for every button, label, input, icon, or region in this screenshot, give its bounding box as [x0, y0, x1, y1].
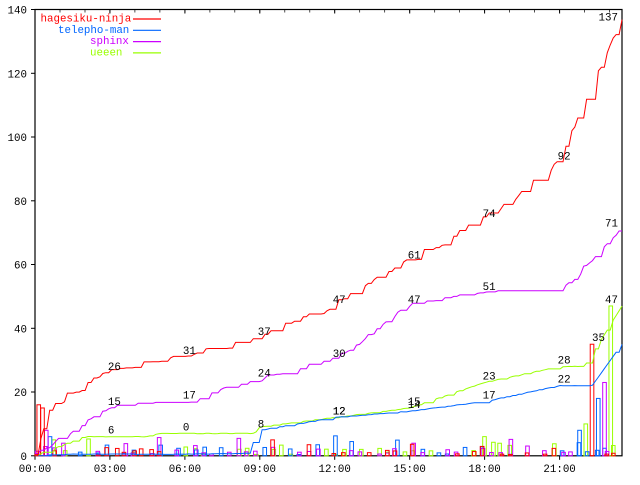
svg-text:06:00: 06:00	[169, 464, 201, 476]
svg-text:80: 80	[14, 197, 27, 209]
svg-text:74: 74	[483, 209, 496, 221]
svg-text:03:00: 03:00	[94, 464, 126, 476]
svg-text:47: 47	[333, 295, 346, 307]
svg-text:40: 40	[14, 324, 27, 336]
svg-text:00:00: 00:00	[19, 464, 51, 476]
svg-text:ueeen: ueeen	[90, 47, 122, 59]
svg-text:hagesiku-ninja: hagesiku-ninja	[41, 14, 132, 26]
svg-text:30: 30	[333, 349, 346, 361]
svg-text:47: 47	[605, 295, 618, 307]
svg-text:sphinx: sphinx	[90, 36, 129, 48]
svg-text:15: 15	[408, 397, 421, 409]
svg-text:100: 100	[8, 133, 27, 145]
svg-text:71: 71	[605, 219, 618, 231]
svg-text:0: 0	[21, 452, 27, 464]
svg-text:37: 37	[258, 327, 271, 339]
svg-text:0: 0	[183, 423, 189, 435]
svg-text:17: 17	[183, 391, 196, 403]
svg-text:61: 61	[408, 250, 421, 262]
svg-text:23: 23	[483, 372, 496, 384]
svg-text:24: 24	[258, 368, 271, 380]
svg-text:6: 6	[108, 426, 114, 438]
svg-text:137: 137	[599, 13, 618, 25]
svg-text:60: 60	[14, 261, 27, 273]
svg-text:12: 12	[333, 407, 346, 419]
svg-text:35: 35	[592, 333, 605, 345]
svg-text:17: 17	[483, 391, 496, 403]
svg-text:21:00: 21:00	[543, 464, 575, 476]
svg-text:51: 51	[483, 282, 496, 294]
svg-text:120: 120	[8, 69, 27, 81]
svg-text:telepho-man: telepho-man	[58, 25, 129, 37]
svg-text:140: 140	[8, 6, 27, 18]
svg-text:15:00: 15:00	[393, 464, 425, 476]
svg-text:15: 15	[108, 397, 121, 409]
svg-text:28: 28	[558, 356, 571, 368]
svg-text:47: 47	[408, 295, 421, 307]
svg-text:8: 8	[258, 419, 264, 431]
svg-text:20: 20	[14, 388, 27, 400]
svg-text:09:00: 09:00	[244, 464, 276, 476]
svg-text:31: 31	[183, 346, 196, 358]
svg-text:18:00: 18:00	[468, 464, 500, 476]
svg-text:92: 92	[558, 152, 571, 164]
svg-text:26: 26	[108, 362, 121, 374]
svg-text:12:00: 12:00	[318, 464, 350, 476]
svg-text:22: 22	[558, 375, 571, 387]
